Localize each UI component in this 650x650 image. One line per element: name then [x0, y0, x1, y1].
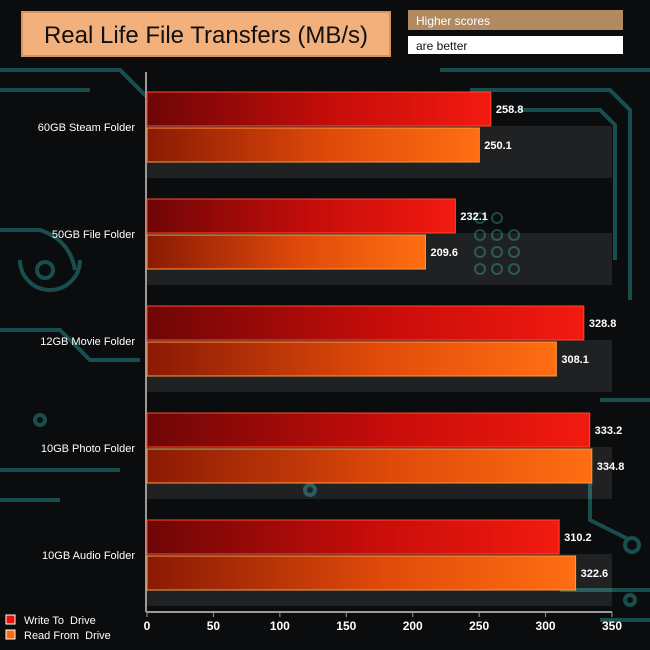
- note-line-1: Higher scores: [416, 14, 490, 28]
- category-label: 60GB Steam Folder: [38, 122, 136, 134]
- bar-value-label: 333.2: [595, 425, 623, 437]
- category-label: 12GB Movie Folder: [40, 336, 135, 348]
- chart-title: Real Life File Transfers (MB/s): [44, 22, 368, 49]
- bar-value-label: 310.2: [564, 532, 592, 544]
- x-tick-label: 0: [144, 619, 151, 633]
- x-tick-label: 50: [207, 619, 221, 633]
- bar-group: 258.8 250.1 232.1 209.6 328.8 308.1 333.2 334.8…: [146, 91, 625, 591]
- category-labels: 60GB Steam Folder 50GB File Folder 12GB Mo…: [38, 122, 136, 562]
- bar-value-label: 322.6: [581, 568, 609, 580]
- bar-value-label: 209.6: [430, 247, 458, 259]
- bar-value-label: 258.8: [496, 104, 524, 116]
- bar-write: [146, 91, 492, 127]
- dot-grid: [474, 212, 520, 275]
- category-label: 10GB Audio Folder: [42, 550, 135, 562]
- x-axis-ticks: 0 50 100 150 200 250 300 350: [144, 612, 622, 633]
- x-tick-label: 250: [469, 619, 489, 633]
- title-box: [21, 11, 391, 57]
- bar-write: [146, 305, 585, 341]
- x-tick-label: 100: [270, 619, 290, 633]
- bar-value-label: 308.1: [561, 354, 589, 366]
- bar-value-label: 250.1: [484, 140, 512, 152]
- bar-value-label: 334.8: [597, 461, 625, 473]
- note-box-top: [408, 10, 623, 30]
- legend-label-write: Write To Drive: [24, 615, 96, 627]
- bar-read: [146, 341, 557, 377]
- bar-write: [146, 198, 456, 234]
- bar-read: [146, 234, 426, 270]
- category-label: 10GB Photo Folder: [41, 443, 136, 455]
- bar-read: [146, 555, 577, 591]
- legend-label-read: Read From Drive: [24, 630, 111, 642]
- bar-write: [146, 412, 591, 448]
- note-line-2: are better: [416, 39, 467, 53]
- bar-read: [146, 448, 593, 484]
- legend: Write To Drive Read From Drive: [5, 614, 111, 642]
- bar-write: [146, 519, 560, 555]
- x-tick-label: 300: [536, 619, 556, 633]
- axes: [145, 72, 612, 613]
- x-tick-label: 200: [403, 619, 423, 633]
- bar-value-label: 232.1: [460, 211, 488, 223]
- legend-swatch-write: [5, 614, 16, 625]
- bar-read: [146, 127, 480, 163]
- x-tick-label: 150: [336, 619, 356, 633]
- circuit-background: [0, 68, 650, 622]
- bar-value-label: 328.8: [589, 318, 617, 330]
- legend-swatch-read: [5, 629, 16, 640]
- note-box-bottom: [408, 36, 623, 54]
- x-tick-label: 350: [602, 619, 622, 633]
- category-label: 50GB File Folder: [52, 229, 135, 241]
